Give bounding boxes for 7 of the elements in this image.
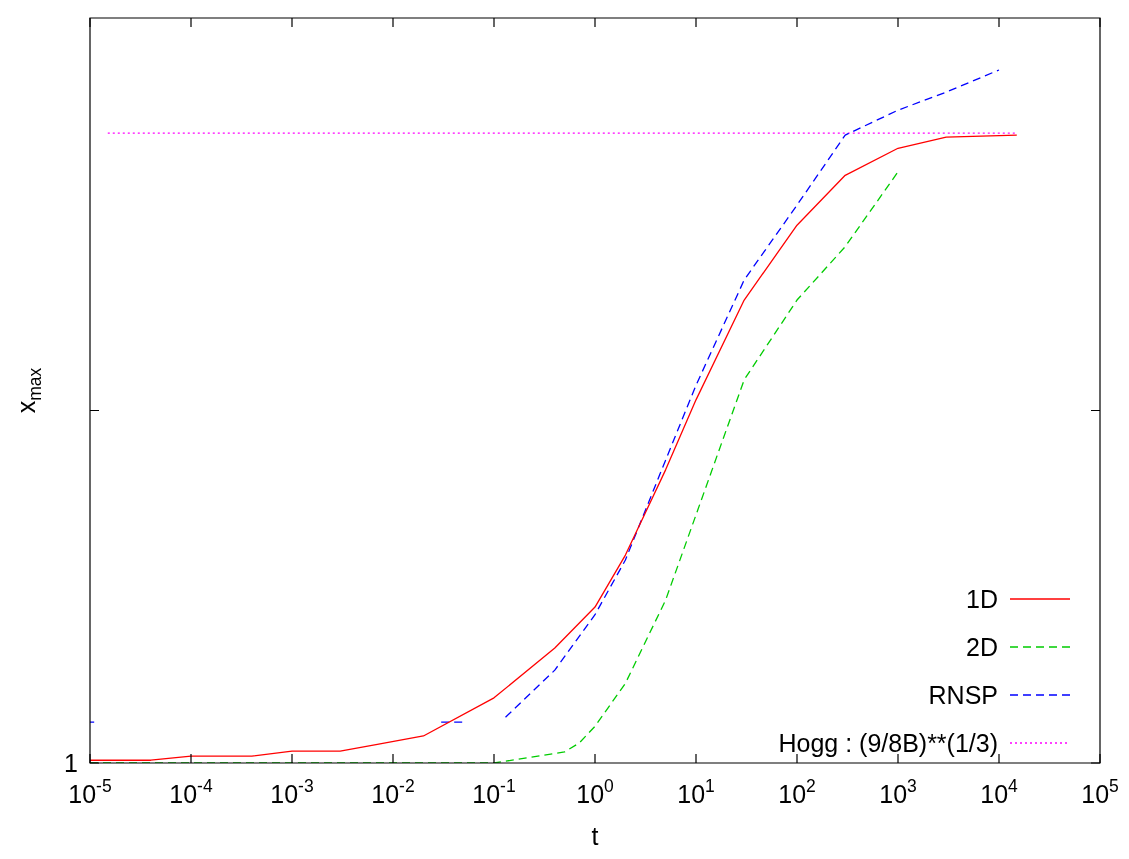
legend-label: 1D <box>966 585 999 613</box>
y-axis-title: xmax <box>12 367 46 414</box>
legend-label: RNSP <box>928 681 999 709</box>
legend-label: 2D <box>966 633 999 661</box>
text: 1 <box>64 749 78 777</box>
x-axis-title: t <box>591 822 599 850</box>
legend-label: Hogg : (9/8B)**(1/3) <box>778 729 998 757</box>
